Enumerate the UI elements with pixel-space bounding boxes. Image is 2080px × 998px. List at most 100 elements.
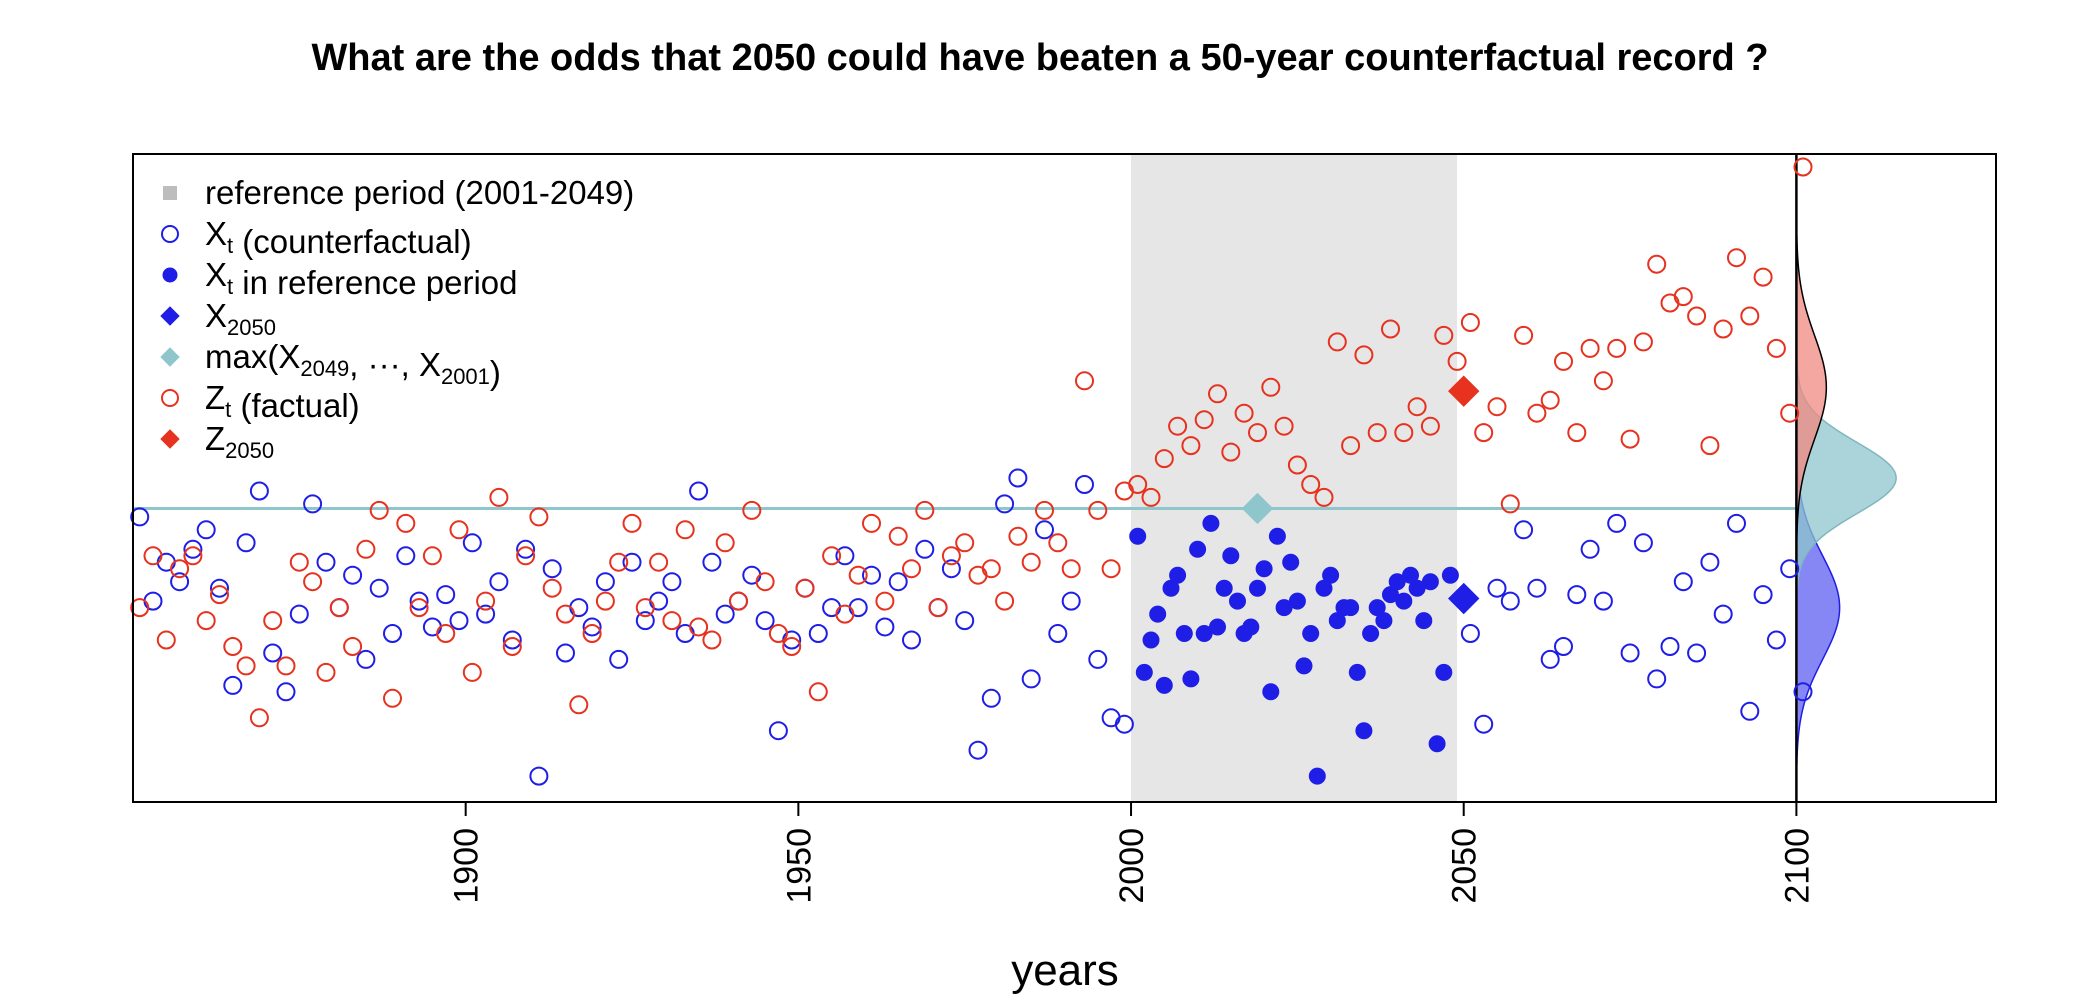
point-s1-20 (1262, 683, 1280, 701)
point-s2-94 (1381, 319, 1400, 339)
point-s1-15 (1229, 592, 1246, 610)
point-s2-78 (1168, 416, 1188, 436)
point-s1-40 (1395, 592, 1413, 610)
point-s2-125 (1793, 157, 1813, 177)
point-s0-5 (196, 520, 216, 540)
point-s0-84 (1580, 539, 1600, 559)
point-s2-89 (1314, 487, 1334, 507)
x-tick-label-1: 1950 (780, 828, 818, 904)
legend-entry-3: X2050 (160, 297, 276, 340)
point-s0-10 (263, 643, 283, 663)
point-s1-1 (1135, 663, 1153, 681)
point-s1-12 (1209, 618, 1226, 636)
legend-label-2: Xt in reference period (205, 256, 517, 301)
point-s2-19 (383, 688, 402, 708)
point-s2-10 (263, 611, 283, 631)
point-s0-18 (369, 578, 389, 598)
point-s2-59 (915, 500, 935, 520)
point-s1-4 (1155, 676, 1173, 694)
point-s0-62 (955, 611, 975, 631)
special-point-0 (1448, 582, 1480, 615)
point-s2-83 (1234, 403, 1254, 423)
point-s2-50 (795, 578, 815, 598)
legend-entry-6: Z2050 (160, 420, 274, 463)
point-s1-29 (1322, 566, 1340, 584)
point-s1-13 (1215, 579, 1233, 597)
point-s0-12 (289, 604, 309, 624)
point-s2-68 (1035, 500, 1054, 520)
point-s1-26 (1302, 625, 1320, 642)
point-s2-124 (1780, 403, 1800, 423)
point-s2-119 (1713, 319, 1733, 339)
point-s2-74 (1114, 481, 1134, 501)
point-s2-77 (1154, 449, 1174, 469)
special-point-2 (1448, 375, 1480, 407)
point-s2-99 (1447, 351, 1467, 371)
point-s2-46 (742, 500, 762, 520)
point-s0-14 (316, 552, 336, 572)
point-s2-96 (1407, 397, 1427, 417)
point-s0-90 (1660, 637, 1680, 656)
point-s1-25 (1295, 657, 1313, 675)
point-s2-65 (995, 591, 1015, 611)
point-s2-33 (569, 695, 589, 715)
point-s2-110 (1593, 371, 1613, 391)
point-s1-47 (1441, 566, 1459, 584)
point-s2-107 (1554, 351, 1573, 371)
point-s0-38 (635, 611, 655, 631)
point-s0-2 (156, 552, 176, 572)
legend-label-1: Xt (counterfactual) (205, 215, 472, 260)
legend-marker-1 (161, 225, 179, 243)
point-s2-114 (1647, 254, 1667, 274)
point-s2-111 (1607, 338, 1627, 358)
point-s0-4 (183, 539, 203, 559)
point-s0-42 (689, 481, 709, 501)
point-s2-91 (1341, 436, 1361, 456)
legend-marker-2 (162, 267, 178, 283)
point-s2-38 (635, 598, 655, 618)
point-s2-92 (1354, 345, 1374, 365)
point-s0-91 (1673, 572, 1693, 592)
point-s0-53 (835, 546, 855, 566)
point-s1-8 (1182, 670, 1200, 688)
point-s0-80 (1527, 578, 1547, 598)
point-s0-83 (1567, 585, 1587, 605)
point-s2-122 (1753, 267, 1773, 287)
point-s0-63 (968, 740, 988, 760)
point-s2-26 (476, 591, 496, 611)
point-s2-8 (236, 656, 256, 676)
legend-label-4: max(X2049, ···, X2001) (205, 338, 501, 391)
legend-label-3: X2050 (205, 297, 276, 340)
point-s2-69 (1048, 533, 1068, 553)
point-s2-31 (542, 578, 562, 598)
point-s2-80 (1194, 410, 1214, 430)
point-s2-15 (329, 598, 349, 618)
point-s2-47 (755, 572, 775, 592)
point-s0-77 (1487, 578, 1507, 598)
point-s0-25 (462, 533, 482, 553)
point-s2-108 (1567, 423, 1587, 443)
point-s0-98 (1766, 630, 1786, 650)
point-s0-75 (1460, 624, 1480, 643)
point-s0-34 (582, 617, 602, 637)
point-s2-60 (928, 598, 948, 618)
legend-entry-1: Xt (counterfactual) (161, 215, 472, 260)
point-s0-78 (1500, 591, 1520, 611)
point-s0-30 (529, 766, 549, 786)
point-s2-81 (1208, 384, 1227, 404)
point-s2-79 (1181, 436, 1201, 456)
point-s2-3 (170, 559, 190, 579)
x-tick-label-2: 2000 (1113, 828, 1151, 904)
point-s2-112 (1620, 429, 1640, 449)
density-curves (1795, 154, 1897, 803)
x-axis-label: years (1011, 946, 1119, 995)
point-s0-46 (742, 565, 762, 585)
point-s2-104 (1514, 325, 1534, 345)
point-s2-85 (1261, 377, 1281, 397)
point-s1-9 (1189, 540, 1207, 558)
point-s0-67 (1021, 669, 1041, 689)
point-s0-76 (1474, 714, 1494, 734)
point-s2-61 (941, 546, 961, 566)
point-s2-13 (303, 572, 323, 592)
